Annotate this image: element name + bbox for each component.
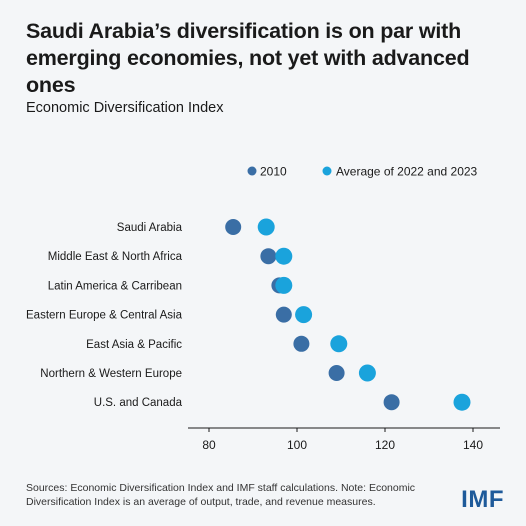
point-2010 — [260, 248, 277, 265]
point-2010 — [293, 335, 310, 352]
category-label: Latin America & Carribean — [48, 280, 182, 292]
point-2022-2023 — [330, 335, 348, 353]
x-axis: 80 100 120 140 — [188, 427, 500, 452]
imf-logo: IMF — [461, 486, 504, 513]
source-note: Sources: Economic Diversification Index … — [26, 482, 416, 508]
chart-subtitle: Economic Diversification Index — [26, 100, 224, 116]
point-2010 — [383, 394, 400, 411]
point-2022-2023 — [275, 276, 293, 294]
category-label: Eastern Europe & Central Asia — [26, 310, 183, 322]
point-2010 — [225, 219, 242, 235]
point-2010 — [328, 365, 345, 381]
category-label: Middle East & North Africa — [48, 251, 183, 263]
chart-title: Saudi Arabia’s diversification is on par… — [26, 19, 470, 97]
legend-label-0: 2010 — [260, 165, 287, 179]
legend-marker-0 — [247, 166, 257, 176]
legend-label-1: Average of 2022 and 2023 — [336, 165, 478, 179]
legend-marker-1 — [322, 166, 332, 176]
category-labels: Saudi Arabia Middle East & North Africa La… — [26, 222, 183, 409]
point-2010 — [275, 306, 292, 323]
x-tick-label: 100 — [287, 438, 307, 452]
point-2022-2023 — [295, 306, 313, 324]
legend: 2010 Average of 2022 and 2023 — [247, 165, 478, 179]
point-2022-2023 — [257, 218, 275, 236]
point-2022-2023 — [275, 247, 293, 265]
category-label: East Asia & Pacific — [86, 339, 182, 351]
x-tick-label: 120 — [375, 438, 395, 452]
category-label: U.S. and Canada — [94, 397, 183, 409]
x-tick-label: 140 — [463, 438, 483, 452]
x-tick-label: 80 — [202, 438, 216, 452]
data-points — [225, 218, 471, 411]
point-2022-2023 — [358, 364, 376, 382]
category-label: Northern & Western Europe — [40, 368, 182, 380]
point-2022-2023 — [453, 393, 471, 411]
category-label: Saudi Arabia — [117, 222, 183, 234]
